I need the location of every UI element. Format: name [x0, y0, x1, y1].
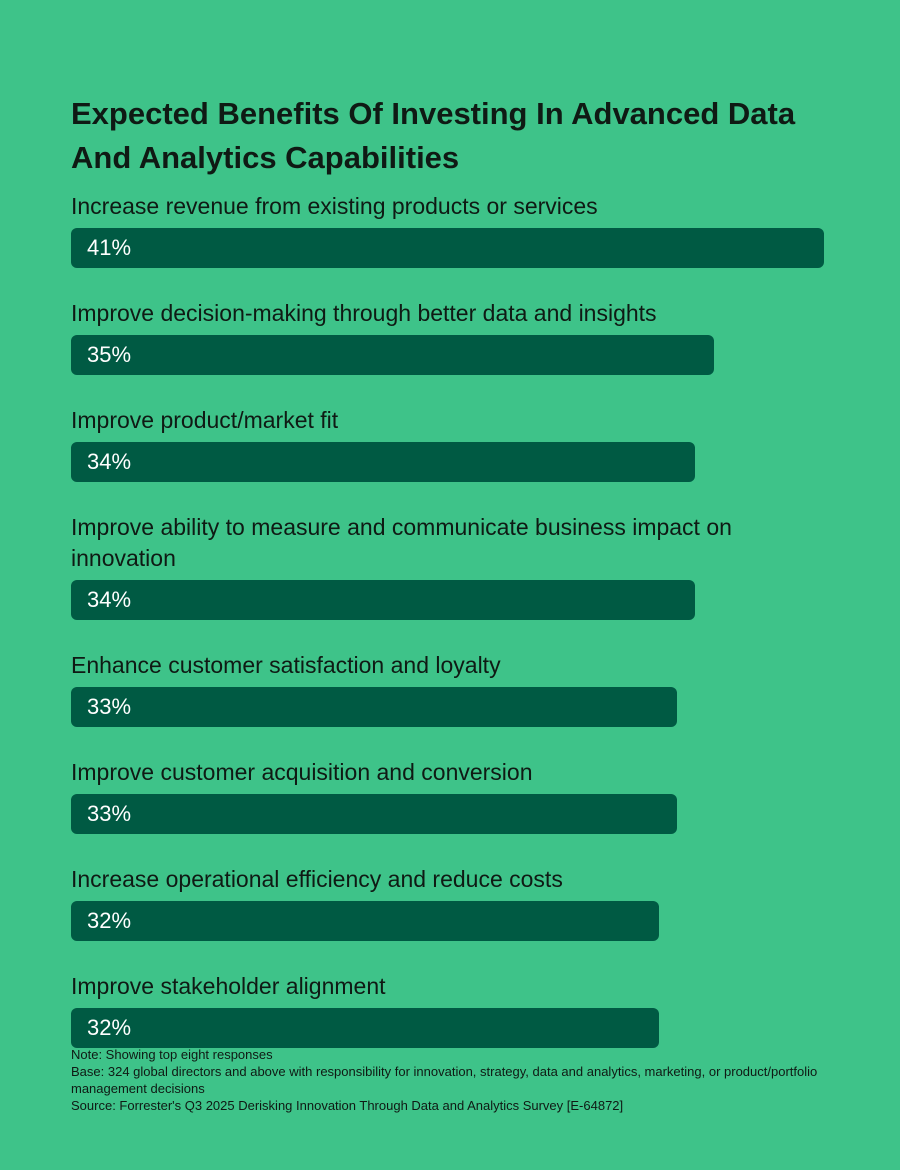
bar-value-label: 35%	[87, 342, 132, 367]
bar	[71, 1008, 659, 1048]
base-text: Base: 324 global directors and above wit…	[71, 1064, 818, 1096]
note-text: Note: Showing top eight responses	[71, 1047, 273, 1062]
bar-value-label: 32%	[87, 1015, 132, 1040]
bar	[71, 335, 714, 375]
category-label: Improve ability to measure and communica…	[71, 514, 732, 571]
bar	[71, 794, 677, 834]
bar	[71, 687, 677, 727]
category-label: Improve stakeholder alignment	[71, 973, 386, 999]
chart-notes: Note: Showing top eight responses Base: …	[71, 1046, 831, 1114]
category-label: Increase revenue from existing products …	[71, 193, 598, 219]
chart-title: Expected Benefits Of Investing In Advanc…	[71, 96, 796, 175]
category-label: Improve product/market fit	[71, 407, 339, 433]
bar-value-label: 32%	[87, 908, 132, 933]
category-label: Increase operational efficiency and redu…	[71, 866, 563, 892]
bar	[71, 901, 659, 941]
bar-value-label: 41%	[87, 235, 132, 260]
bar	[71, 442, 695, 482]
bar-value-label: 33%	[87, 694, 132, 719]
category-label: Improve decision-making through better d…	[71, 300, 657, 326]
bar	[71, 228, 824, 268]
source-text: Source: Forrester's Q3 2025 Derisking In…	[71, 1098, 624, 1113]
bar	[71, 580, 695, 620]
category-label: Improve customer acquisition and convers…	[71, 759, 533, 785]
bar-value-label: 33%	[87, 801, 132, 826]
bar-chart: Expected Benefits Of Investing In Advanc…	[71, 96, 824, 1048]
bar-value-label: 34%	[87, 587, 132, 612]
category-label: Enhance customer satisfaction and loyalt…	[71, 652, 501, 678]
bar-value-label: 34%	[87, 449, 132, 474]
